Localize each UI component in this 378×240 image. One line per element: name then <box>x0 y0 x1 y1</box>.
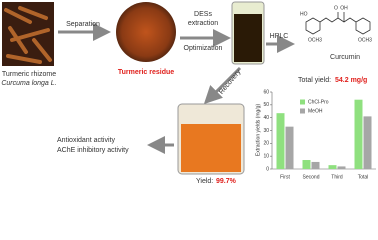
bar <box>354 99 363 169</box>
y-tick-label: 20 <box>263 141 269 147</box>
rhizome-label: Turmeric rhizome <box>2 71 56 78</box>
chem-label: OCH3 <box>308 37 322 43</box>
bar <box>285 126 294 169</box>
yield-label: Total yield: <box>298 77 331 84</box>
y-tick-label: 60 <box>263 89 269 95</box>
step-label: DESs <box>194 11 212 18</box>
activity-label: AChE inhibitory activity <box>57 147 129 154</box>
y-tick-label: 50 <box>263 102 269 108</box>
x-tick-label: Total <box>358 174 369 180</box>
y-axis-title: Extraction yields (mg/g) <box>255 104 261 157</box>
yield-value: 54.2 mg/g <box>335 77 367 84</box>
legend-swatch <box>300 99 305 105</box>
bar <box>363 116 372 169</box>
bar <box>276 113 285 169</box>
x-tick-label: Third <box>331 174 343 180</box>
residue-image <box>116 2 176 62</box>
graphical-abstract: Turmeric rhizome Curcuma longa L. Separa… <box>1 1 376 185</box>
y-tick-label: 30 <box>263 128 269 134</box>
y-tick-label: 40 <box>263 115 269 121</box>
bar <box>328 165 337 169</box>
activity-label: Antioxidant activity <box>57 137 115 144</box>
step-label: HPLC <box>270 33 289 40</box>
residue-label: Turmeric residue <box>118 69 174 76</box>
rhizome-image <box>2 2 54 66</box>
chem-label: OH <box>340 5 348 11</box>
step-label: Separation <box>66 21 100 28</box>
y-tick-label: 10 <box>263 153 269 159</box>
chem-label: O <box>334 5 338 11</box>
structure <box>305 12 371 35</box>
arrow <box>203 66 242 105</box>
step-label: Optimization <box>184 45 223 52</box>
bar <box>311 161 320 169</box>
vial-image <box>177 103 245 175</box>
step-label: Recovery <box>218 68 243 96</box>
step-label: extraction <box>188 20 218 27</box>
chem-label: HO <box>300 11 308 17</box>
vial-image <box>231 1 265 65</box>
x-tick-label: First <box>280 174 290 180</box>
yield-value: 99.7% <box>216 178 237 185</box>
y-tick-label: 0 <box>266 166 269 172</box>
legend-swatch <box>300 108 305 114</box>
legend-label: ChCl-Pro <box>308 99 329 105</box>
legend-label: MeOH <box>308 108 323 114</box>
species-label: Curcuma longa L. <box>1 80 56 87</box>
compound-label: Curcumin <box>330 54 360 61</box>
bar <box>302 160 311 169</box>
x-tick-label: Second <box>303 174 320 180</box>
bar <box>337 166 346 169</box>
yield-label: Yield: <box>196 178 213 185</box>
chem-label: OCH3 <box>358 37 372 43</box>
